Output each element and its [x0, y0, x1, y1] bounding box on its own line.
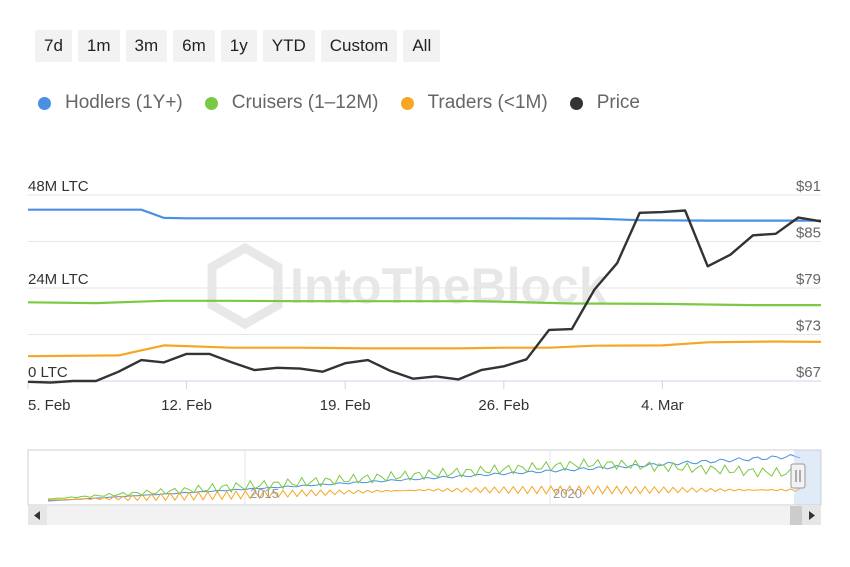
navigator-line-traders	[47, 485, 801, 502]
legend-label-hodlers: Hodlers (1Y+)	[65, 92, 183, 113]
right-axis-tick-label: $79	[796, 271, 821, 288]
range-button-1y[interactable]: 1y	[220, 30, 257, 62]
right-axis-tick-label: $85	[796, 225, 821, 242]
axes: $91 $85 $79 $73 $67 48M LTC 24M LTC 0 LTC 5. Feb…	[27, 178, 821, 414]
range-button-3m[interactable]: 3m	[125, 30, 168, 62]
series-line-cruisers-m[interactable]	[28, 299, 821, 307]
legend-label-price: Price	[596, 92, 640, 113]
legend-label-traders: Traders (<1M)	[427, 92, 548, 113]
scrollbar-track[interactable]	[28, 506, 821, 525]
range-button-custom[interactable]: Custom	[320, 30, 398, 62]
x-axis-tick-label: 4. Mar	[641, 397, 684, 414]
grid-lines	[28, 194, 821, 382]
left-axis-tick-label: 48M LTC	[28, 178, 89, 195]
navigator[interactable]: 2015 2020	[27, 449, 822, 506]
series-line-traders-m[interactable]	[28, 340, 821, 358]
arrow-right-icon	[809, 511, 815, 520]
x-axis-tick-label: 26. Feb	[478, 397, 529, 414]
legend-marker-cruisers	[204, 96, 218, 110]
range-selector: 7d 1m 3m 6m 1y YTD Custom All	[35, 30, 441, 62]
legend-marker-traders	[400, 96, 414, 110]
right-axis-tick-label: $67	[796, 364, 821, 381]
range-button-7d[interactable]: 7d	[35, 30, 72, 62]
series-line-price[interactable]	[28, 209, 821, 384]
right-axis-tick-label: $91	[796, 178, 821, 195]
navigator-line-hodlers	[47, 454, 801, 502]
legend-item-price[interactable]: Price	[569, 92, 640, 114]
left-axis-tick-label: 24M LTC	[28, 271, 89, 288]
legend-label-cruisers: Cruisers (1–12M)	[231, 92, 379, 113]
range-button-1m[interactable]: 1m	[77, 30, 120, 62]
navigator-handle[interactable]	[790, 463, 806, 489]
chart-legend: Hodlers (1Y+) Cruisers (1–12M) Traders (…	[38, 92, 640, 114]
legend-item-cruisers[interactable]: Cruisers (1–12M)	[204, 92, 379, 114]
range-button-6m[interactable]: 6m	[173, 30, 215, 62]
left-axis-tick-label: 0 LTC	[28, 364, 68, 381]
legend-marker-price	[569, 96, 583, 110]
x-axis-tick-label: 19. Feb	[320, 397, 371, 414]
arrow-left-icon	[34, 511, 40, 520]
legend-item-hodlers[interactable]: Hodlers (1Y+)	[38, 92, 183, 114]
navigator-label-2015: 2015	[250, 486, 279, 501]
svg-text:IntoTheBlock: IntoTheBlock	[290, 258, 607, 314]
navigator-line-cruisers	[47, 458, 801, 500]
watermark-logo: IntoTheBlock	[207, 242, 607, 330]
x-axis-tick-label: 12. Feb	[161, 397, 212, 414]
scrollbar-thumb[interactable]	[790, 506, 802, 525]
series-line-hodlers-y[interactable]	[28, 208, 821, 222]
range-button-all[interactable]: All	[403, 30, 441, 62]
x-axis-tick-label: 5. Feb	[28, 397, 71, 414]
right-axis-tick-label: $73	[796, 318, 821, 335]
legend-marker-hodlers	[38, 96, 51, 110]
navigator-series	[47, 454, 801, 502]
legend-item-traders[interactable]: Traders (<1M)	[400, 92, 548, 114]
range-button-ytd[interactable]: YTD	[262, 30, 315, 62]
scrollbar[interactable]	[28, 506, 821, 525]
navigator-label-2020: 2020	[553, 486, 582, 501]
series-lines	[28, 208, 821, 384]
